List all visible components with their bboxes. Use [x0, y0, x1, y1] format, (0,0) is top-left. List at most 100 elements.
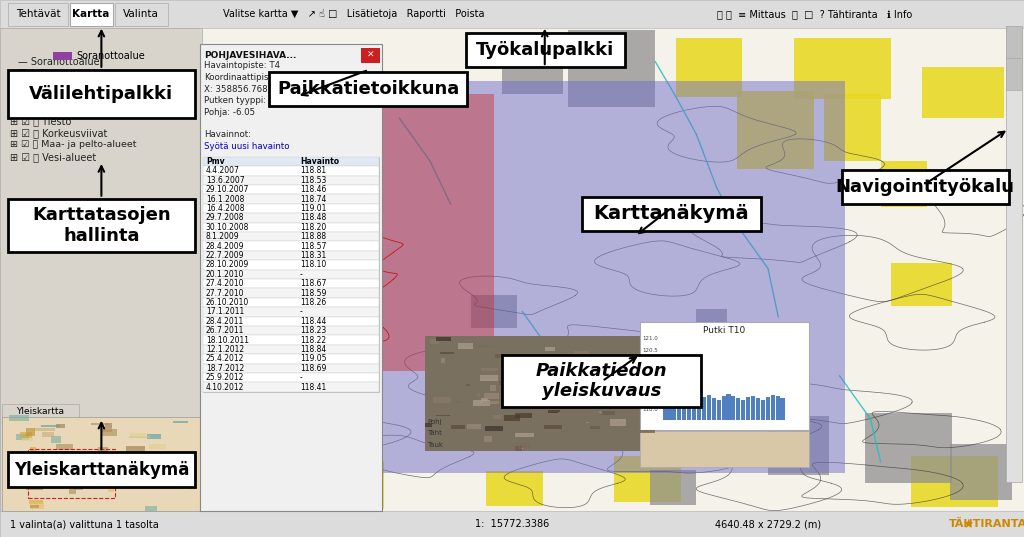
Bar — [794, 38, 891, 99]
Text: -: - — [300, 373, 303, 382]
Bar — [650, 470, 696, 505]
Bar — [104, 423, 113, 428]
Text: Soranottoalue: Soranottoalue — [77, 51, 145, 61]
Bar — [546, 362, 558, 365]
Text: 4.10.2012: 4.10.2012 — [206, 382, 244, 391]
Bar — [361, 48, 380, 63]
Bar — [203, 335, 379, 345]
Bar — [950, 444, 1012, 500]
Bar — [881, 161, 927, 207]
Bar — [512, 365, 553, 395]
Bar — [529, 404, 543, 409]
Bar — [544, 425, 561, 430]
Bar — [220, 459, 302, 502]
Bar — [515, 446, 521, 451]
Bar — [682, 394, 686, 420]
Bar — [842, 170, 1009, 204]
Bar — [0, 0, 1024, 28]
Bar — [582, 390, 597, 396]
Bar — [598, 410, 602, 414]
Bar — [712, 398, 716, 420]
Text: -: - — [300, 270, 303, 279]
Bar — [98, 447, 108, 454]
Bar — [756, 398, 760, 420]
Text: 118.0: 118.0 — [642, 407, 657, 412]
Bar — [610, 381, 617, 383]
Text: ☐ ▲ Tarkastuspiste: ☐ ▲ Tarkastuspiste — [18, 69, 111, 79]
Bar — [126, 446, 145, 451]
Bar — [200, 44, 382, 511]
Bar — [269, 72, 467, 106]
Text: Valinta: Valinta — [123, 10, 160, 19]
Bar — [621, 367, 636, 368]
Bar — [617, 383, 634, 388]
Bar — [1006, 58, 1022, 90]
Bar — [495, 354, 504, 358]
Text: 28.4.2011: 28.4.2011 — [206, 317, 244, 326]
Text: -: - — [300, 307, 303, 316]
Bar — [131, 455, 150, 459]
Bar — [677, 398, 681, 420]
Text: Kartta: Kartta — [73, 10, 110, 19]
Text: Paikkatiedon
yleiskuvaus: Paikkatiedon yleiskuvaus — [536, 361, 668, 401]
Bar — [673, 396, 677, 420]
Bar — [761, 400, 765, 420]
Bar — [41, 425, 60, 427]
Bar — [534, 380, 539, 386]
Text: Karttatasojen
hallinta: Karttatasojen hallinta — [32, 206, 171, 245]
Text: Paikkatietoikkuna: Paikkatietoikkuna — [278, 80, 459, 98]
Bar — [586, 422, 590, 423]
Text: 118.5: 118.5 — [642, 395, 657, 400]
Bar — [610, 419, 626, 426]
Bar — [317, 461, 384, 509]
Bar — [154, 459, 162, 461]
Bar — [615, 398, 620, 400]
Bar — [203, 213, 379, 222]
Bar — [435, 415, 450, 416]
Text: ☑ — Pohjavesiraja: ☑ — Pohjavesiraja — [31, 93, 121, 103]
Bar — [676, 38, 742, 97]
Bar — [43, 456, 57, 461]
Text: 28.4.2009: 28.4.2009 — [206, 242, 245, 251]
Text: 121.0: 121.0 — [642, 336, 657, 341]
Bar — [771, 395, 775, 420]
Text: 118.41: 118.41 — [300, 382, 327, 391]
Text: 1 valinta(a) valittuna 1 tasolta: 1 valinta(a) valittuna 1 tasolta — [10, 519, 159, 529]
Bar — [731, 396, 735, 420]
Bar — [717, 400, 721, 420]
Bar — [640, 430, 655, 433]
Bar — [8, 199, 195, 252]
Bar — [513, 433, 516, 435]
Text: 25.9.2012: 25.9.2012 — [206, 373, 244, 382]
Bar — [451, 425, 465, 429]
Bar — [203, 260, 379, 270]
Bar — [175, 471, 191, 476]
Text: 16.4.2008: 16.4.2008 — [206, 204, 245, 213]
Bar — [911, 456, 998, 507]
Bar — [102, 463, 113, 465]
Text: 118.59: 118.59 — [300, 288, 327, 297]
Bar — [129, 436, 150, 438]
Text: 119.0: 119.0 — [642, 383, 657, 388]
Bar — [696, 309, 727, 333]
Text: Täht: Täht — [427, 430, 442, 437]
Text: Syötä uusi havainto: Syötä uusi havainto — [204, 142, 289, 150]
Bar — [369, 81, 845, 473]
Text: 118.88: 118.88 — [300, 232, 327, 241]
Text: Havaintopiste: T4: Havaintopiste: T4 — [204, 61, 280, 70]
Bar — [144, 506, 157, 511]
Bar — [148, 444, 167, 449]
Bar — [26, 428, 35, 436]
Bar — [824, 94, 881, 161]
Bar — [151, 475, 161, 480]
Bar — [23, 438, 34, 441]
Text: Pohja: -6.05: Pohja: -6.05 — [204, 108, 255, 117]
Bar — [521, 402, 540, 403]
Bar — [222, 94, 494, 371]
Bar — [8, 452, 195, 487]
Bar — [545, 347, 555, 351]
Bar — [751, 396, 755, 420]
Bar — [701, 397, 706, 420]
Text: ⊞ ☑ 🗂 Tiesto: ⊞ ☑ 🗂 Tiesto — [10, 117, 72, 126]
Text: 118.44: 118.44 — [300, 317, 327, 326]
